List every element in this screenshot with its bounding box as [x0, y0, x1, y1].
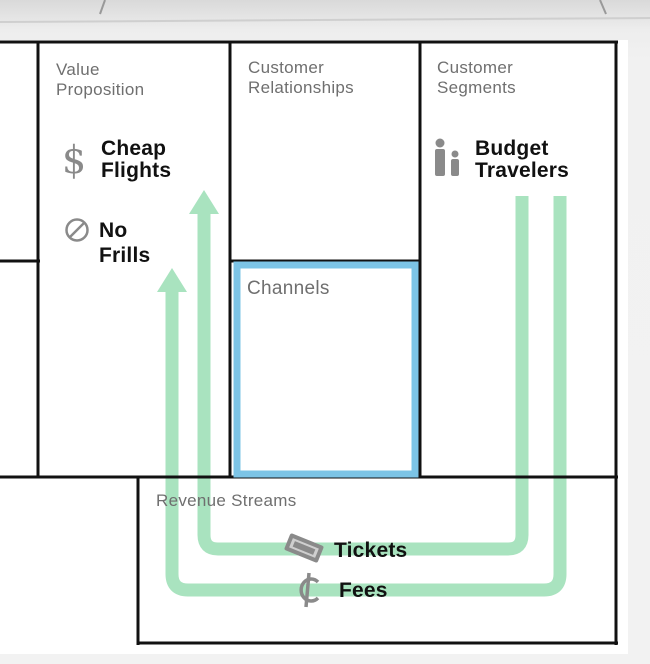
channels-highlight-box: [233, 261, 419, 478]
revenue-streams-label: Revenue Streams: [156, 491, 297, 510]
tickets-item: Tickets: [334, 539, 408, 562]
tickets-flow-line: [197, 196, 529, 556]
customer-relationships-label: Customer Relationships: [248, 58, 354, 97]
fees-item: Fees: [339, 579, 388, 602]
customer-segments-label: Customer Segments: [437, 58, 516, 97]
prohibited-icon: [65, 218, 89, 242]
value-proposition-label: Value Proposition: [56, 60, 145, 99]
revenue-flow-arrows: [165, 196, 567, 597]
tickets-arrowhead: [189, 190, 219, 214]
budget-travelers-item: Budget Travelers: [475, 137, 570, 182]
no-frills-item: No Frills: [99, 219, 151, 267]
dollar-icon: $: [62, 138, 87, 182]
channels-label: Channels: [247, 278, 330, 299]
grid-lines: [0, 40, 618, 645]
ticket-icon: [284, 533, 324, 563]
cent-icon: [299, 572, 320, 608]
cheap-flights-item: Cheap Flights: [101, 137, 172, 182]
fees-arrowhead: [157, 268, 187, 292]
fees-flow-line: [165, 196, 567, 597]
people-icon: [435, 138, 459, 176]
